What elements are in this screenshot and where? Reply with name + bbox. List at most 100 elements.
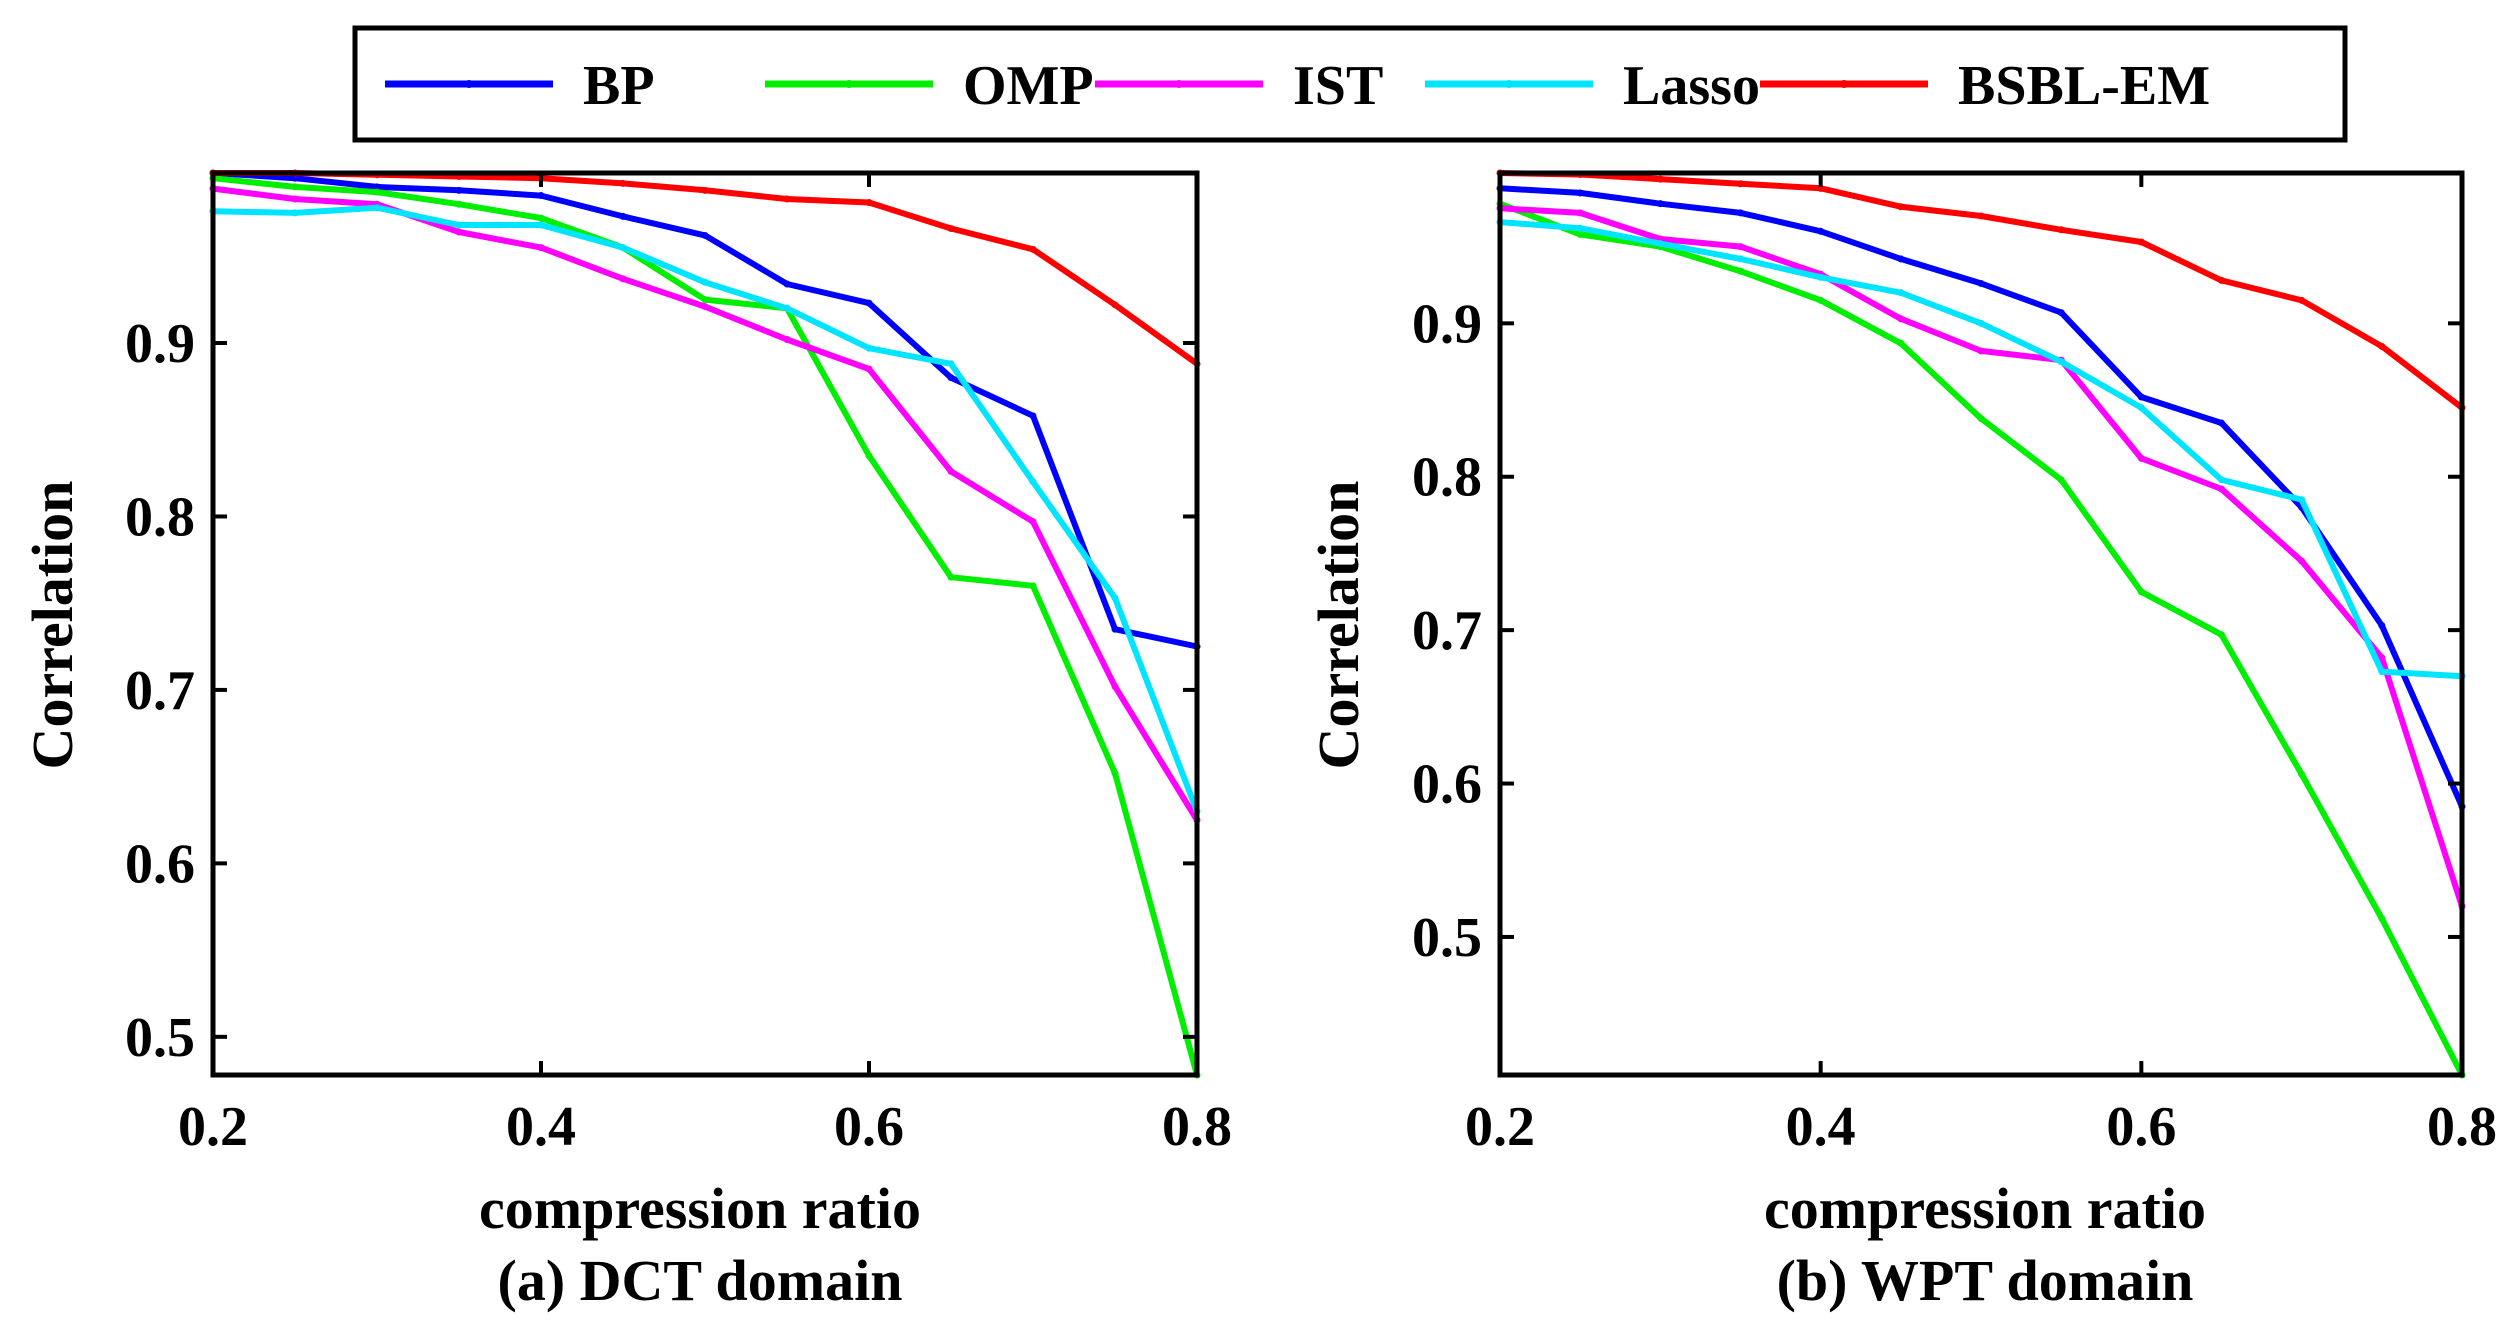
data-point-lasso xyxy=(619,244,627,252)
y-tick-label: 0.5 xyxy=(1412,907,1482,969)
data-point-omp xyxy=(291,183,299,191)
y-axis-label: Correlation xyxy=(1306,481,1371,770)
data-point-bsbl-em xyxy=(1897,203,1905,211)
x-tick-label: 0.4 xyxy=(1786,1096,1856,1158)
data-point-bsbl-em xyxy=(1111,301,1119,309)
data-point-lasso xyxy=(1656,240,1664,248)
data-point-omp xyxy=(2057,476,2065,484)
data-point-lasso xyxy=(373,204,381,212)
legend-marker-bp xyxy=(465,80,473,88)
data-point-bp xyxy=(2378,622,2386,630)
legend-label-ist: IST xyxy=(1293,55,1383,117)
data-point-omp xyxy=(373,188,381,196)
y-tick-label: 0.6 xyxy=(1412,754,1482,816)
data-point-ist xyxy=(2298,557,2306,565)
data-point-lasso xyxy=(783,304,791,312)
legend-label-omp: OMP xyxy=(963,55,1094,117)
data-point-omp xyxy=(1977,414,1985,422)
data-point-ist xyxy=(1897,315,1905,323)
data-point-bsbl-em xyxy=(947,225,955,233)
data-point-lasso xyxy=(1029,478,1037,486)
data-point-omp xyxy=(2298,770,2306,778)
data-point-lasso xyxy=(2137,404,2145,412)
data-point-omp xyxy=(537,214,545,222)
data-point-bsbl-em xyxy=(619,179,627,187)
data-point-bsbl-em xyxy=(1029,245,1037,253)
data-point-bp xyxy=(537,192,545,200)
data-point-bp xyxy=(1576,189,1584,197)
data-point-ist xyxy=(455,228,463,236)
y-axis-label: Correlation xyxy=(20,481,85,770)
data-point-bsbl-em xyxy=(1977,212,1985,220)
data-point-bp xyxy=(2218,419,2225,427)
data-point-omp xyxy=(1029,582,1037,590)
data-point-bp xyxy=(1737,209,1744,217)
y-tick-label: 0.7 xyxy=(125,660,195,722)
data-point-lasso xyxy=(2218,476,2225,484)
data-point-bp xyxy=(455,186,463,194)
legend: BP OMP IST Lasso BSBL-EM xyxy=(352,25,2348,143)
data-point-omp xyxy=(865,452,873,460)
data-point-ist xyxy=(1737,243,1744,251)
data-point-bp xyxy=(1897,255,1905,263)
data-point-lasso xyxy=(1111,594,1119,602)
data-point-lasso xyxy=(1576,224,1584,232)
data-point-ist xyxy=(1977,347,1985,355)
data-point-bsbl-em xyxy=(1656,175,1664,183)
data-point-bp xyxy=(1656,200,1664,208)
data-point-omp xyxy=(1111,769,1119,777)
data-point-bp xyxy=(291,174,299,182)
legend-label-bsbl-em: BSBL-EM xyxy=(1958,55,2210,117)
data-point-lasso xyxy=(2298,496,2306,504)
legend-marker-omp xyxy=(845,80,853,88)
data-point-bp xyxy=(373,183,381,191)
legend-marker-bsbl-em xyxy=(1840,80,1848,88)
x-tick-label: 0.2 xyxy=(1465,1096,1535,1158)
data-point-lasso xyxy=(701,278,709,286)
legend-marker-ist xyxy=(1175,80,1183,88)
data-point-ist xyxy=(865,365,873,373)
data-point-lasso xyxy=(1897,289,1905,297)
data-point-ist xyxy=(619,275,627,283)
y-tick-label: 0.6 xyxy=(125,833,195,895)
data-point-lasso xyxy=(947,360,955,368)
data-point-omp xyxy=(1737,267,1744,275)
data-point-ist xyxy=(2378,654,2386,662)
data-point-lasso xyxy=(2378,668,2386,676)
data-point-omp xyxy=(1576,230,1584,238)
y-tick-label: 0.7 xyxy=(1412,600,1482,662)
data-point-lasso xyxy=(455,221,463,229)
data-point-ist xyxy=(783,336,791,344)
x-tick-label: 0.6 xyxy=(2106,1096,2176,1158)
data-point-bp xyxy=(2137,393,2145,401)
y-tick-label: 0.9 xyxy=(1412,293,1482,355)
data-point-lasso xyxy=(1737,255,1744,263)
data-point-lasso xyxy=(865,344,873,352)
data-point-bsbl-em xyxy=(865,198,873,206)
data-point-bp xyxy=(1977,279,1985,287)
data-point-ist xyxy=(947,467,955,475)
x-axis-label: compression ratio xyxy=(479,1176,921,1241)
data-point-bp xyxy=(701,231,709,239)
data-point-lasso xyxy=(537,221,545,229)
data-point-bsbl-em xyxy=(2137,238,2145,246)
data-point-lasso xyxy=(1817,273,1825,281)
data-point-ist xyxy=(1576,209,1584,217)
panel-dct: Correlation compression ratio (a) DCT do… xyxy=(20,169,1232,1313)
y-tick-label: 0.9 xyxy=(125,313,195,375)
data-point-ist xyxy=(291,195,299,203)
x-tick-label: 0.2 xyxy=(178,1096,248,1158)
data-point-omp xyxy=(2218,631,2225,639)
data-point-omp xyxy=(1817,296,1825,304)
data-point-lasso xyxy=(1977,319,1985,327)
data-point-bsbl-em xyxy=(2378,342,2386,350)
data-point-lasso xyxy=(2057,358,2065,366)
data-point-bp xyxy=(947,374,955,382)
data-point-omp xyxy=(2378,915,2386,923)
data-point-bp xyxy=(1029,412,1037,420)
data-point-bp xyxy=(1817,227,1825,235)
data-point-omp xyxy=(701,296,709,304)
data-point-bsbl-em xyxy=(1737,180,1744,188)
